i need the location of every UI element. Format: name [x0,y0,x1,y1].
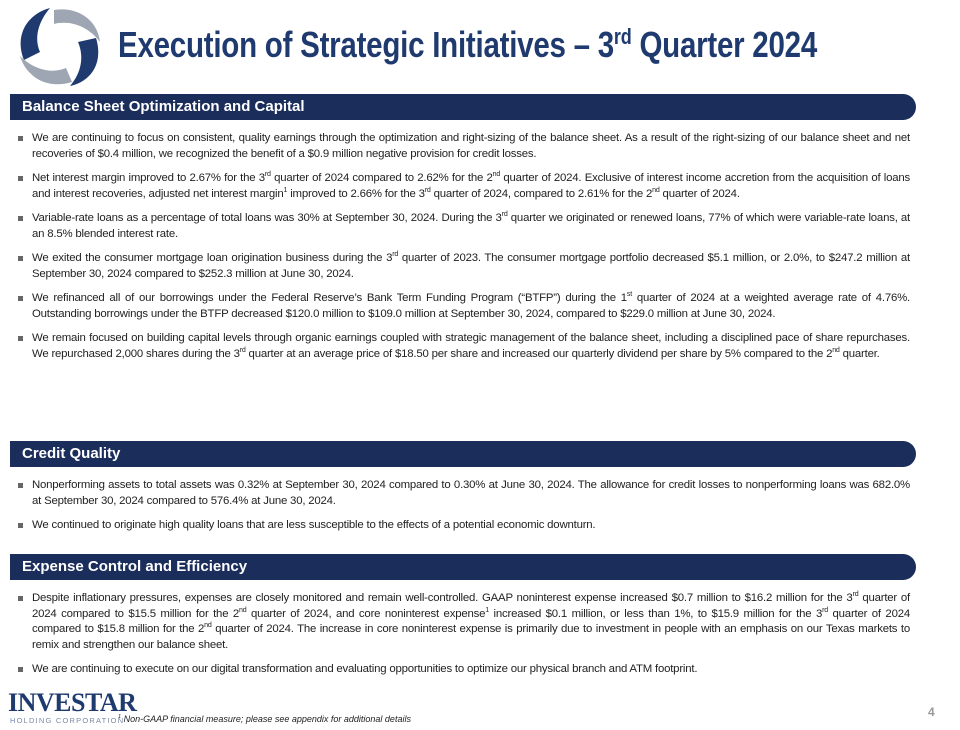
text-run: quarter of 2024. The increase in core no… [32,623,910,651]
text-run: Quarter 2024 [631,24,817,65]
superscript: rd [822,606,828,614]
text-run: quarter of 2024 compared to $15.5 millio… [32,592,910,620]
bullet: We are continuing to focus on consistent… [16,131,910,162]
superscript: st [626,291,632,299]
text-run: Despite inflationary pressures, expenses… [32,592,853,604]
bullet: We exited the consumer mortgage loan ori… [16,251,910,282]
text-run: Nonperforming assets to total assets was… [32,479,910,507]
text-run: quarter of 2024. [659,187,740,200]
text-run: We are continuing to execute on our digi… [32,663,698,675]
footnote: 1 Non-GAAP financial measure; please see… [118,714,411,724]
bullet: Despite inflationary pressures, expenses… [16,591,910,653]
text-run: quarter of 2024 at a weighted average ra… [32,292,910,320]
bullet: We remain focused on building capital le… [16,331,910,362]
text-run: Execution of Strategic Initiatives – 3 [118,24,614,65]
logo-name: INVESTAR [8,688,137,717]
text-run: quarter of 2024, compared to 2.61% for t… [430,187,653,200]
logo-subtitle: HOLDING CORPORATION [10,716,125,725]
superscript: nd [652,186,660,194]
bullet: We continued to originate high quality l… [16,518,910,534]
text-run: We exited the consumer mortgage loan ori… [32,252,393,264]
text-run: We remain focused on building capital le… [32,332,910,360]
text-run: Variable-rate loans as a percentage of t… [32,212,502,224]
text-run: increased $0.1 million, or less than 1%,… [488,607,823,620]
text-run: We continued to originate high quality l… [32,519,596,531]
superscript: 1 [283,186,288,194]
text-run: quarter at an average price of $18.50 pe… [245,347,833,360]
text-run: quarter. [839,347,880,360]
text-run: We are continuing to focus on consistent… [32,132,910,160]
section-heading: Expense Control and Efficiency [10,554,916,580]
page-number: 4 [928,705,935,719]
text-run: We refinanced all of our borrowings unde… [32,292,627,304]
superscript: rd [613,24,632,49]
superscript: nd [832,346,840,354]
text-run: quarter of 2024 compared to $15.8 millio… [32,607,910,636]
superscript: rd [264,171,271,179]
text-run: quarter of 2024, and core noninterest ex… [246,607,486,620]
text-run: quarter of 2023. The consumer mortgage p… [32,252,910,280]
text-run: Non-GAAP financial measure; please see a… [121,714,411,724]
bullet: Nonperforming assets to total assets was… [16,478,910,509]
superscript: rd [501,211,508,219]
bullet: We are continuing to execute on our digi… [16,662,910,678]
superscript: nd [239,606,247,614]
superscript: nd [492,171,501,179]
superscript: rd [239,346,246,354]
superscript: nd [204,622,212,630]
section-heading: Balance Sheet Optimization and Capital [10,94,916,120]
section-bullets: We are continuing to focus on consistent… [16,131,910,371]
superscript: 1 [118,714,122,720]
text-run: quarter we originated or renewed loans, … [32,212,910,240]
superscript: rd [852,591,859,599]
text-run: improved to 2.66% for the 3 [287,187,425,200]
bullet: We refinanced all of our borrowings unde… [16,291,910,322]
section-heading: Credit Quality [10,441,916,467]
slide-title: Execution of Strategic Initiatives – 3rd… [118,24,817,66]
superscript: rd [392,251,399,259]
text-run: quarter of 2024 compared to 2.62% for th… [270,172,493,184]
text-run: quarter of 2024. Exclusive of interest i… [32,172,910,200]
section-bullets: Despite inflationary pressures, expenses… [16,591,910,687]
bullet: Variable-rate loans as a percentage of t… [16,211,910,242]
logo-mark [20,8,100,86]
superscript: 1 [485,606,489,614]
superscript: rd [424,186,431,194]
bullet: Net interest margin improved to 2.67% fo… [16,171,910,202]
section-bullets: Nonperforming assets to total assets was… [16,478,910,543]
text-run: Net interest margin improved to 2.67% fo… [32,172,265,184]
